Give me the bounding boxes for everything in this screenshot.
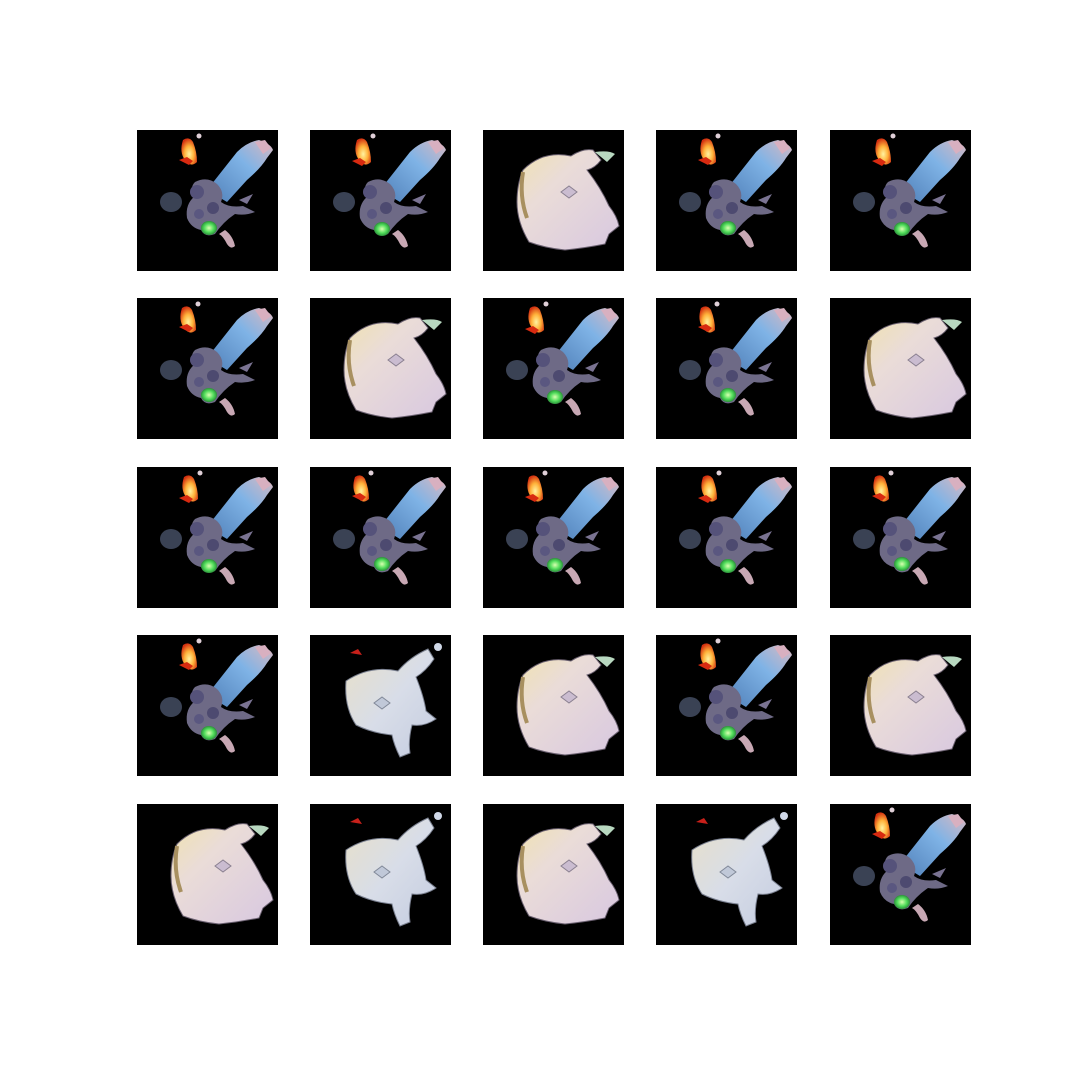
sample-tile: [137, 635, 278, 776]
sample-tile: [310, 467, 451, 608]
blob-variant-image: [345, 643, 442, 758]
creature-image: [679, 470, 792, 585]
creature-image: [506, 470, 619, 585]
sample-tile: [137, 467, 278, 608]
creature-image: [333, 133, 446, 248]
blob-image: [170, 823, 274, 925]
creature-image: [160, 638, 273, 753]
creature-image: [160, 301, 273, 416]
sample-tile: [137, 804, 278, 945]
creature-image: [506, 301, 619, 416]
creature-image: [160, 133, 273, 248]
sample-tile: [830, 635, 971, 776]
creature-image: [853, 807, 966, 922]
sample-tile: [656, 298, 797, 439]
sample-tile: [483, 130, 624, 271]
creature-image: [679, 638, 792, 753]
creature-image: [853, 133, 966, 248]
sample-tile: [137, 298, 278, 439]
blob-image: [863, 317, 967, 419]
sample-tile: [137, 130, 278, 271]
creature-image: [853, 470, 966, 585]
sample-tile: [656, 130, 797, 271]
creature-image: [679, 133, 792, 248]
sample-tile: [483, 467, 624, 608]
blob-image: [516, 149, 620, 251]
sample-tile: [310, 130, 451, 271]
sample-tile: [656, 804, 797, 945]
blob-image: [343, 317, 447, 419]
creature-image: [160, 470, 273, 585]
sample-tile: [483, 635, 624, 776]
sample-tile: [830, 804, 971, 945]
blob-image: [863, 654, 967, 756]
blob-variant-image: [345, 812, 442, 927]
creature-image: [679, 301, 792, 416]
sample-tile: [830, 130, 971, 271]
blob-variant-image: [691, 812, 788, 927]
sample-tile: [830, 467, 971, 608]
sample-tile: [310, 635, 451, 776]
sample-tile: [310, 804, 451, 945]
creature-image: [333, 470, 446, 585]
sample-tile: [656, 635, 797, 776]
sample-tile: [656, 467, 797, 608]
sample-tile: [483, 804, 624, 945]
sample-tile: [483, 298, 624, 439]
blob-image: [516, 654, 620, 756]
blob-image: [516, 823, 620, 925]
sample-tile: [830, 298, 971, 439]
sample-tile: [310, 298, 451, 439]
